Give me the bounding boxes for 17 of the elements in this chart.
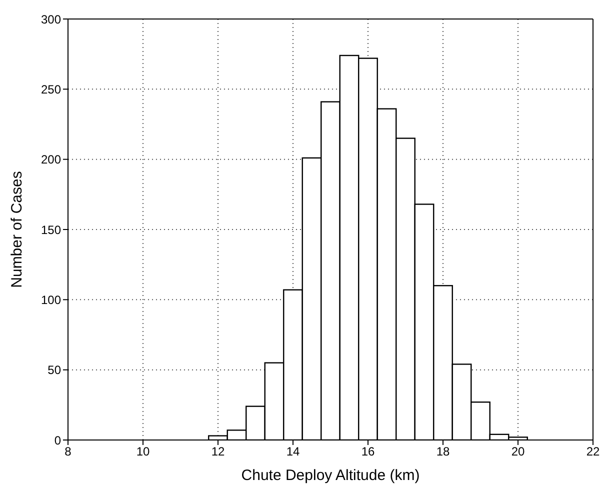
y-tick-label: 300 bbox=[40, 12, 62, 26]
x-tick-label: 14 bbox=[286, 444, 300, 459]
x-tick-label: 18 bbox=[436, 444, 450, 459]
x-tick-label: 12 bbox=[211, 444, 225, 459]
x-tick-label: 10 bbox=[136, 444, 150, 459]
x-tick-label: 16 bbox=[361, 444, 375, 459]
x-axis-title: Chute Deploy Altitude (km) bbox=[241, 467, 420, 484]
x-tick-label: 20 bbox=[511, 444, 525, 459]
y-tick-label: 150 bbox=[40, 222, 62, 237]
x-tick-label: 8 bbox=[64, 444, 72, 459]
y-tick-label: 200 bbox=[40, 152, 62, 167]
y-tick-label: 100 bbox=[40, 292, 62, 307]
y-tick-label: 50 bbox=[48, 363, 62, 378]
y-axis-title: Number of Cases bbox=[8, 171, 26, 288]
y-tick-label: 250 bbox=[40, 82, 62, 96]
x-tick-label: 22 bbox=[586, 444, 600, 459]
y-tick-label: 0 bbox=[54, 433, 62, 448]
